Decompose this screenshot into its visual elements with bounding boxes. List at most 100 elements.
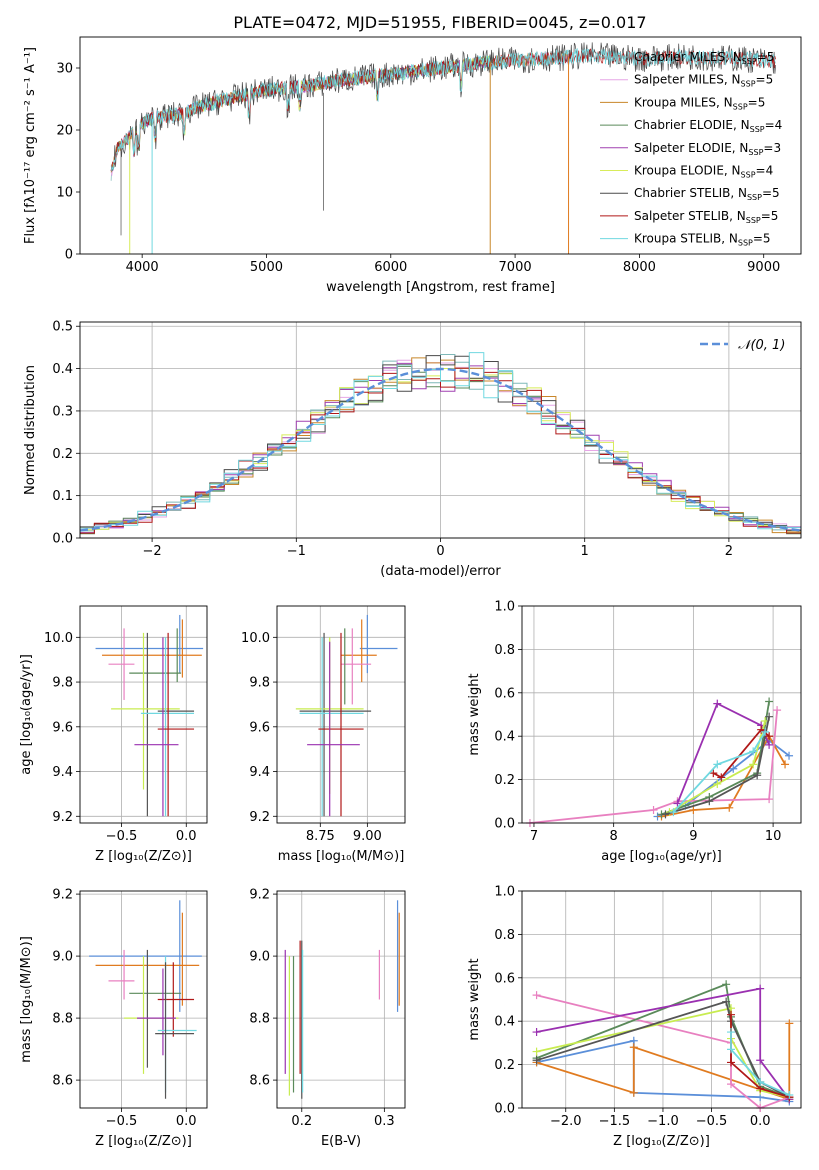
y-tick-label: 0.6	[494, 971, 515, 986]
y-tick-label: 9.8	[249, 676, 270, 691]
weight-marker	[713, 699, 722, 708]
y-tick-label: 0.0	[494, 817, 515, 832]
x-tick-label: 2	[725, 544, 733, 559]
legend-label: 𝒩(0, 1)	[738, 338, 785, 353]
x-tick-label: 0.0	[750, 1114, 771, 1129]
y-tick-label: 9.6	[249, 720, 270, 735]
x-tick-label: 8.75	[306, 829, 335, 844]
weight-marker	[709, 769, 718, 778]
y-tick-label: 8.6	[52, 1074, 73, 1089]
weight-marker	[669, 808, 678, 817]
y-tick-label: 0.2	[494, 773, 515, 788]
x-tick-label: −1.0	[647, 1114, 679, 1129]
weight-line-gray	[665, 716, 770, 816]
x-tick-label: 9.00	[353, 829, 382, 844]
x-axis-label: wavelength [Angstrom, rest frame]	[326, 280, 555, 295]
y-tick-label: 0	[65, 248, 73, 263]
histogram-salpeter_stelib	[80, 364, 801, 534]
y-tick-label: 9.2	[52, 888, 73, 903]
y-tick-label: 9.2	[249, 810, 270, 825]
y-tick-label: 0.8	[494, 643, 515, 658]
axes-frame	[521, 605, 802, 824]
y-tick-label: 9.4	[52, 765, 73, 780]
weight-marker	[673, 799, 682, 808]
weight-marker	[689, 805, 698, 814]
legend-label: Salpeter MILES, NSSP=5	[634, 73, 773, 89]
weight-marker	[785, 751, 794, 760]
weight-marker	[773, 706, 782, 715]
x-tick-label: 9	[689, 829, 697, 844]
y-tick-label: 9.0	[52, 950, 73, 965]
y-tick-label: 0.4	[494, 1015, 515, 1030]
weight-marker	[765, 740, 774, 749]
weight-marker	[727, 1045, 736, 1054]
weight-marker	[756, 1056, 765, 1065]
x-tick-label: 9000	[747, 260, 780, 275]
spectrum-axes: 4000 5000 6000 7000 8000 9000 0 10 20 30 wavelengt…	[23, 36, 802, 295]
weight-marker	[713, 779, 722, 788]
weight-marker	[649, 805, 658, 814]
y-tick-label: 0.2	[494, 1058, 515, 1073]
axes-frame	[79, 36, 802, 255]
x-axis-label: Z [log₁₀(Z/Z⊙)]	[613, 1134, 710, 1149]
x-tick-label: −0.5	[106, 829, 138, 844]
x-tick-label: 8	[610, 829, 618, 844]
y-tick-label: 0.0	[494, 1102, 515, 1117]
weight-marker	[729, 764, 738, 773]
x-axis-label: age [log₁₀(age/yr)]	[601, 849, 722, 864]
x-tick-label: −2.0	[550, 1114, 582, 1129]
y-tick-label: 9.2	[52, 810, 73, 825]
weight-marker	[713, 760, 722, 769]
mass_vs_z-axes: −0.5 0.0 8.6 8.8 9.0 9.2 Z [log₁₀(Z/Z⊙)] mass […	[19, 888, 208, 1149]
weight-marker	[727, 1028, 736, 1037]
y-tick-label: 8.8	[249, 1012, 270, 1027]
weight-marker	[727, 1080, 736, 1089]
y-tick-label: 8.8	[52, 1012, 73, 1027]
y-axis-label: Flux [fλ10⁻¹⁷ erg cm⁻² s⁻¹ A⁻¹]	[23, 47, 38, 244]
legend-label: Chabrier MILES, NSSP=5	[634, 50, 774, 66]
age_vs_z-axes: −0.5 0.0 9.2 9.4 9.6 9.8 10.0 Z [log₁₀(Z/Z⊙)] ag…	[19, 605, 208, 864]
axes-frame	[521, 890, 802, 1109]
y-tick-label: 9.6	[52, 720, 73, 735]
x-tick-label: 8000	[623, 260, 656, 275]
weight-marker	[532, 1047, 541, 1056]
x-tick-label: 7000	[499, 260, 532, 275]
legend-label: Kroupa ELODIE, NSSP=4	[634, 164, 773, 180]
y-tick-label: 0.2	[52, 447, 73, 462]
legend-label: Chabrier STELIB, NSSP=5	[634, 186, 780, 202]
legend-label: Salpeter ELODIE, NSSP=3	[634, 141, 781, 157]
weight-line-purple	[536, 987, 791, 1100]
weight-marker	[749, 747, 758, 756]
weight-marker	[727, 1058, 736, 1067]
x-axis-label: Z [log₁₀(Z/Z⊙)]	[95, 1134, 192, 1149]
x-tick-label: −1	[287, 544, 306, 559]
weight-marker	[753, 771, 762, 780]
x-axis-label: mass [log₁₀(M/M⊙)]	[278, 849, 405, 864]
weight-marker	[765, 712, 774, 721]
x-tick-label: 0.0	[176, 1114, 197, 1129]
weight-marker	[756, 984, 765, 993]
y-tick-label: 1.0	[494, 885, 515, 900]
mass_vs_ebv-axes: 0.2 0.3 8.6 8.8 9.0 9.2 E(B-V)	[249, 888, 406, 1149]
axes-frame	[79, 890, 208, 1109]
y-tick-label: 0.8	[494, 928, 515, 943]
axes-frame	[276, 890, 406, 1109]
figure-title: PLATE=0472, MJD=51955, FIBERID=0045, z=0…	[233, 13, 646, 32]
y-tick-label: 20	[56, 124, 73, 139]
legend-label: Salpeter STELIB, NSSP=5	[634, 209, 778, 225]
histogram-kroupa_stelib	[80, 352, 801, 530]
y-tick-label: 9.4	[249, 765, 270, 780]
weight-marker	[532, 1056, 541, 1065]
y-tick-label: 0.3	[52, 404, 73, 419]
spectrum-legend: Chabrier MILES, NSSP=5 Salpeter MILES, NS…	[600, 50, 782, 248]
weight-marker	[717, 773, 726, 782]
y-tick-label: 8.6	[249, 1074, 270, 1089]
weight-marker	[722, 997, 731, 1006]
x-tick-label: 7	[530, 829, 538, 844]
x-tick-label: 0.0	[176, 829, 197, 844]
axes-frame	[276, 605, 406, 824]
normal-curve	[79, 367, 802, 532]
y-tick-label: 0.0	[52, 532, 73, 547]
